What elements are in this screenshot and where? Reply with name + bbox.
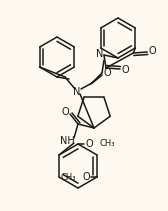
Text: N: N	[96, 49, 104, 59]
Text: O: O	[85, 139, 93, 149]
Text: O: O	[61, 107, 69, 117]
Text: CH₃: CH₃	[60, 173, 76, 181]
Text: NH: NH	[60, 136, 74, 146]
Text: O: O	[121, 65, 129, 75]
Text: N: N	[73, 87, 81, 97]
Text: O: O	[149, 46, 156, 56]
Text: O: O	[103, 68, 111, 78]
Text: CH₃: CH₃	[99, 139, 115, 149]
Text: O: O	[82, 172, 90, 182]
